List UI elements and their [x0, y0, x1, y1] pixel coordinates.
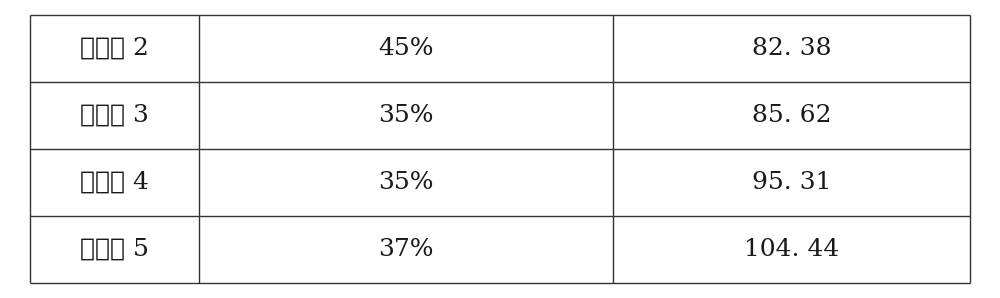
Text: 35%: 35%: [378, 171, 434, 194]
Text: 实施例 3: 实施例 3: [80, 104, 149, 127]
Text: 104. 44: 104. 44: [744, 238, 839, 261]
Text: 实施例 2: 实施例 2: [80, 37, 149, 60]
Text: 37%: 37%: [378, 238, 434, 261]
Text: 35%: 35%: [378, 104, 434, 127]
Text: 实施例 5: 实施例 5: [80, 238, 149, 261]
Text: 45%: 45%: [378, 37, 434, 60]
Text: 95. 31: 95. 31: [752, 171, 831, 194]
Text: 实施例 4: 实施例 4: [80, 171, 149, 194]
Text: 82. 38: 82. 38: [752, 37, 831, 60]
Text: 85. 62: 85. 62: [752, 104, 831, 127]
